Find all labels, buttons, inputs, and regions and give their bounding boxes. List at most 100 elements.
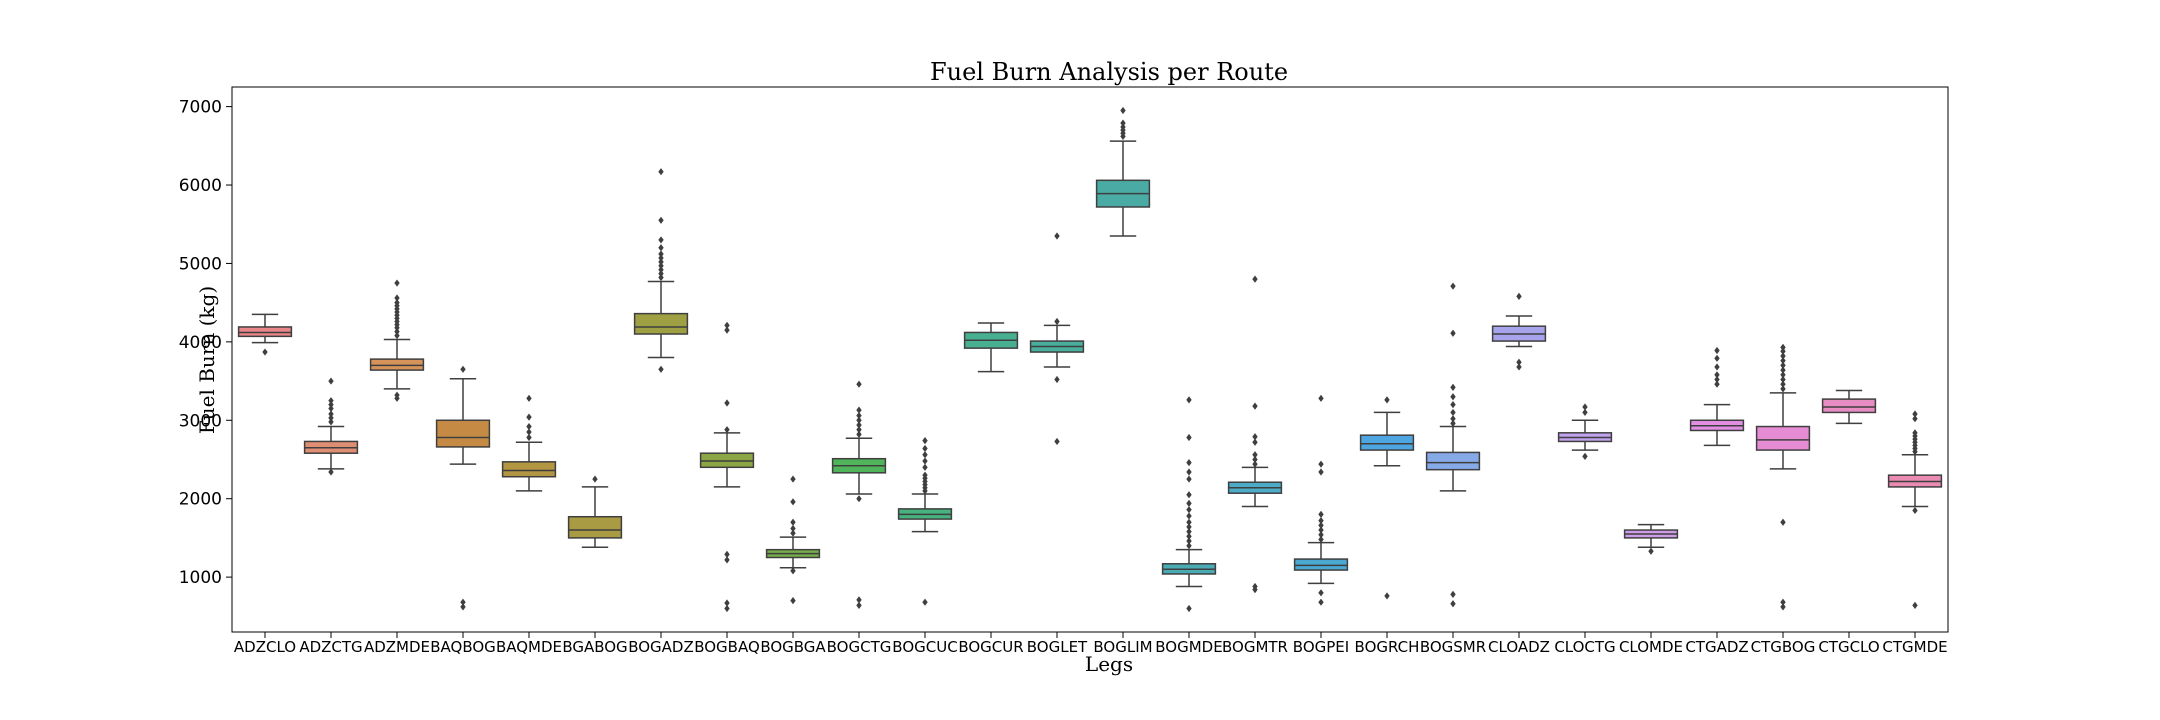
- outlier-point: [1450, 600, 1456, 608]
- y-tick-label: 7000: [179, 98, 222, 118]
- iqr-box: [567, 515, 623, 539]
- x-tick-label: BOGBGA: [760, 638, 826, 656]
- box-adzmde: [369, 279, 425, 402]
- box-bogbaq: [699, 321, 755, 613]
- x-tick-label: BOGADZ: [628, 638, 694, 656]
- x-tick-label: BOGCTG: [827, 638, 892, 656]
- outlier-point: [1780, 352, 1786, 360]
- outlier-point: [658, 365, 664, 373]
- outlier-point: [1318, 526, 1324, 534]
- box-bogrch: [1359, 396, 1415, 600]
- x-tick-label: BOGMTR: [1222, 638, 1288, 656]
- outlier-point: [526, 394, 532, 402]
- outlier-point: [724, 326, 730, 334]
- outlier-point: [922, 463, 928, 471]
- outlier-point: [1252, 582, 1258, 591]
- outlier-point: [1186, 532, 1192, 540]
- box-boglim: [1095, 106, 1151, 237]
- outlier-point: [856, 430, 862, 438]
- outlier-point: [394, 391, 400, 399]
- outlier-point: [1186, 506, 1192, 514]
- outlier-point: [1120, 106, 1126, 115]
- outlier-point: [526, 433, 532, 442]
- outlier-point: [526, 422, 532, 431]
- outlier-point: [790, 529, 796, 537]
- outlier-point: [790, 597, 796, 605]
- outlier-point: [1516, 358, 1522, 366]
- y-tick-label: 1000: [179, 568, 222, 588]
- outlier-point: [328, 377, 334, 385]
- outlier-point: [1384, 592, 1390, 600]
- iqr-box: [369, 358, 425, 371]
- x-tick-label: BOGLIM: [1093, 638, 1152, 656]
- outlier-point: [658, 258, 664, 266]
- x-axis-label: Legs: [1085, 652, 1133, 676]
- outlier-point: [328, 410, 334, 418]
- outlier-point: [856, 411, 862, 420]
- outlier-point: [394, 328, 400, 336]
- outlier-point: [460, 603, 466, 611]
- outlier-point: [592, 475, 598, 483]
- outlier-point: [1912, 429, 1918, 437]
- outlier-point: [1450, 400, 1456, 409]
- outlier-point: [1714, 371, 1720, 379]
- outlier-point: [658, 244, 664, 252]
- outlier-point: [922, 457, 928, 465]
- outlier-point: [856, 380, 862, 388]
- outlier-point: [1450, 415, 1456, 423]
- iqr-box: [633, 312, 689, 335]
- x-tick-label: BOGLET: [1027, 638, 1088, 656]
- outlier-point: [1186, 542, 1192, 550]
- outlier-point: [1252, 451, 1258, 459]
- outlier-point: [724, 321, 730, 329]
- outlier-point: [658, 216, 664, 224]
- outlier-point: [1582, 403, 1588, 411]
- x-tick-label: BGABOG: [562, 638, 627, 656]
- outlier-point: [1318, 598, 1324, 606]
- outlier-point: [922, 598, 928, 606]
- box-cloadz: [1491, 292, 1547, 371]
- outlier-point: [1450, 383, 1456, 391]
- box-bogcuc: [897, 437, 953, 606]
- outlier-point: [1186, 491, 1192, 499]
- outlier-point: [1318, 521, 1324, 529]
- iqr-box: [237, 326, 293, 338]
- outlier-point: [1780, 380, 1786, 388]
- outlier-point: [790, 475, 796, 483]
- box-bogpei: [1293, 394, 1349, 606]
- iqr-box: [501, 461, 557, 478]
- outlier-point: [658, 270, 664, 278]
- outlier-point: [790, 498, 796, 506]
- y-tick-label: 4000: [179, 333, 222, 353]
- y-tick-label: 5000: [179, 254, 222, 274]
- outlier-point: [856, 495, 862, 503]
- box-baqbog: [435, 365, 491, 611]
- outlier-point: [1450, 408, 1456, 417]
- outlier-point: [724, 426, 730, 434]
- outlier-point: [328, 397, 334, 405]
- outlier-point: [856, 601, 862, 609]
- x-tick-label: CTGBOG: [1751, 638, 1816, 656]
- outlier-point: [724, 556, 730, 564]
- outlier-point: [790, 518, 796, 526]
- outlier-point: [328, 468, 334, 476]
- outlier-point: [856, 426, 862, 434]
- outlier-point: [1780, 357, 1786, 365]
- outlier-point: [328, 400, 334, 409]
- outlier-point: [724, 604, 730, 613]
- outlier-point: [1714, 375, 1720, 384]
- outlier-point: [1054, 232, 1060, 240]
- outlier-point: [1318, 468, 1324, 476]
- box-ctgclo: [1821, 389, 1877, 425]
- outlier-point: [1714, 346, 1720, 355]
- outlier-point: [1318, 394, 1324, 402]
- outlier-point: [1780, 366, 1786, 374]
- x-tick-label: CLOADZ: [1488, 638, 1550, 656]
- outlier-point: [1780, 598, 1786, 606]
- outlier-point: [1450, 282, 1456, 290]
- outlier-point: [1318, 460, 1324, 468]
- box-bogmde: [1161, 396, 1217, 613]
- iqr-box: [1821, 398, 1877, 414]
- y-tick-label: 2000: [179, 490, 222, 510]
- outlier-point: [658, 250, 664, 258]
